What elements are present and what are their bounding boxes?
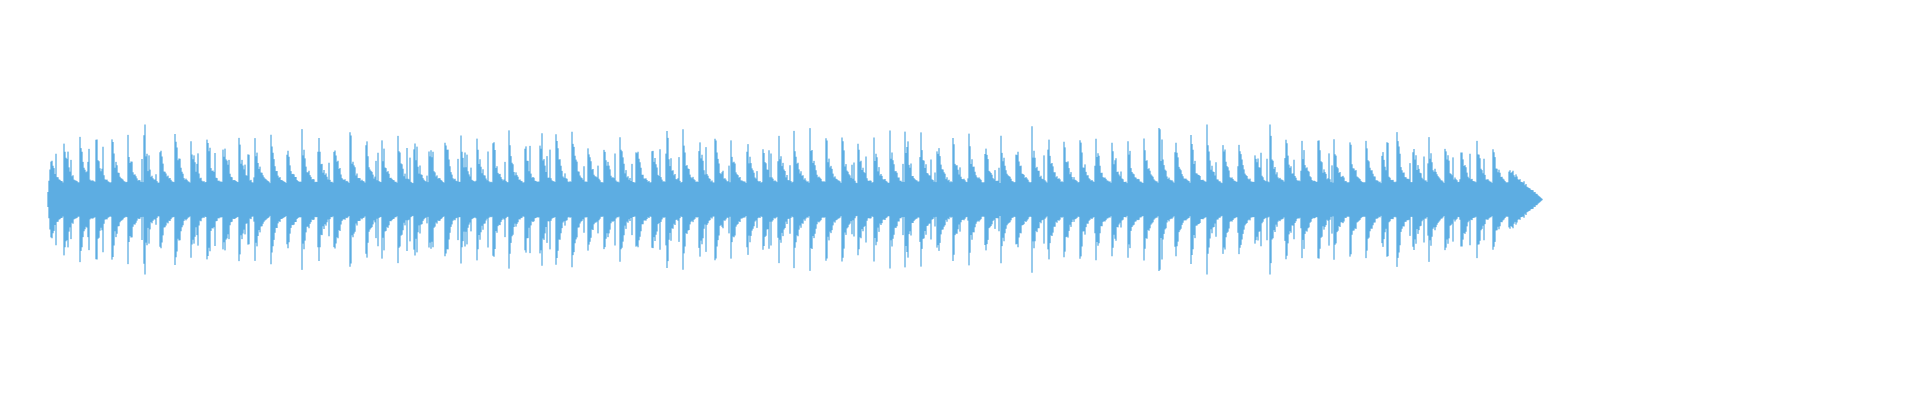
waveform-path (47, 124, 1543, 275)
